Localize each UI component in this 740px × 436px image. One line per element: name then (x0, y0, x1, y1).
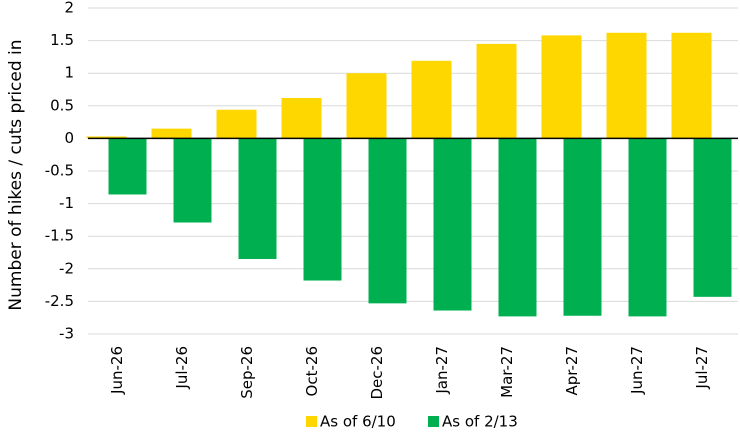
bar (173, 138, 212, 223)
x-tick-label: Jun-27 (628, 346, 646, 395)
x-tick-label: Jun-26 (108, 346, 126, 395)
y-tick-label: -1.5 (45, 227, 74, 245)
legend-swatch (428, 416, 439, 427)
bar (368, 138, 407, 304)
x-tick-label: Apr-27 (563, 346, 581, 396)
bar (303, 138, 342, 281)
y-tick-label: 2 (64, 0, 74, 17)
bar (671, 32, 712, 139)
x-tick-label: Oct-26 (303, 346, 321, 396)
y-tick-label: 0.5 (50, 96, 74, 114)
bar (238, 138, 277, 260)
bar (281, 97, 322, 139)
bar (541, 35, 582, 139)
y-tick-label: -2 (59, 259, 74, 277)
bar (628, 138, 667, 317)
y-tick-label: 1.5 (50, 31, 74, 49)
y-tick-label: 0 (64, 129, 74, 147)
x-tick-label: Sep-26 (238, 346, 256, 399)
bar (346, 73, 387, 139)
x-tick-label: Jul-26 (173, 346, 191, 390)
y-tick-label: -3 (59, 325, 74, 343)
x-tick-label: Dec-26 (368, 346, 386, 400)
legend-swatch (306, 416, 317, 427)
x-tick-label: Jan-27 (433, 346, 451, 395)
y-tick-label: -0.5 (45, 162, 74, 180)
bar (498, 138, 537, 317)
bar (606, 32, 647, 139)
bar (693, 138, 732, 297)
bar (216, 109, 257, 139)
x-tick-label: Mar-27 (498, 346, 516, 398)
bar (411, 60, 452, 139)
y-tick-label: 1 (64, 64, 74, 82)
y-axis-label: Number of hikes / cuts priced in (6, 39, 26, 310)
legend-label: As of 6/10 (320, 413, 396, 431)
y-tick-label: -1 (59, 194, 74, 212)
bar (563, 138, 602, 316)
x-tick-label: Jul-27 (693, 346, 711, 390)
bar (151, 128, 192, 139)
bar (86, 136, 127, 139)
legend-label: As of 2/13 (442, 413, 518, 431)
y-tick-label: -2.5 (45, 292, 74, 310)
bar (108, 138, 147, 195)
bar (476, 43, 517, 139)
bar (433, 138, 472, 311)
